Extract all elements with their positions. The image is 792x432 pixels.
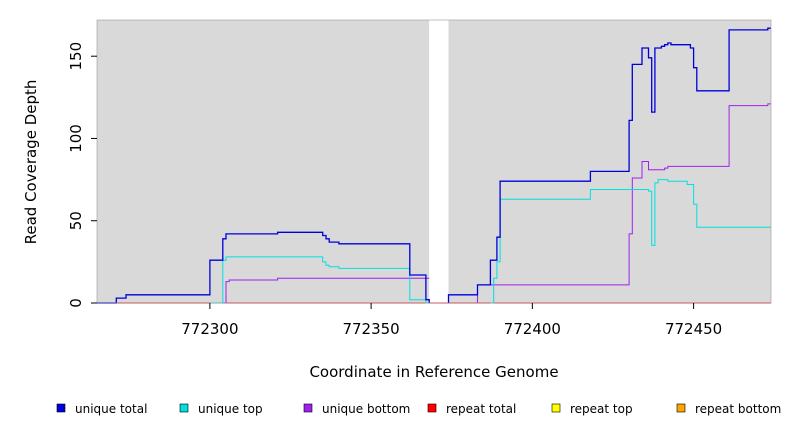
y-tick-label: 0 xyxy=(67,298,85,308)
x-tick-label: 772350 xyxy=(342,320,399,338)
legend-item-repeat-bottom: repeat bottom xyxy=(676,402,781,416)
x-axis-label: Coordinate in Reference Genome xyxy=(309,363,558,381)
legend-item-unique-top: unique top xyxy=(179,402,263,416)
y-tick-label: 100 xyxy=(67,124,85,153)
legend-label: repeat total xyxy=(446,402,516,416)
x-tick-label: 772300 xyxy=(181,320,238,338)
x-axis: 772300 772350 772400 772450 xyxy=(181,303,722,338)
y-tick-label: 150 xyxy=(67,42,85,71)
legend-swatch xyxy=(56,403,66,413)
legend-item-repeat-total: repeat total xyxy=(427,402,516,416)
plot-area xyxy=(96,19,772,304)
series-line-unique-total-right xyxy=(447,27,771,303)
legend-item-repeat-top: repeat top xyxy=(551,402,633,416)
plot-border xyxy=(96,19,772,304)
series-line-unique-top-left xyxy=(209,256,430,304)
legend-label: unique top xyxy=(198,402,263,416)
y-axis: 0 50 100 150 xyxy=(67,42,97,308)
gap-region xyxy=(429,20,449,303)
legend-label: unique total xyxy=(75,402,147,416)
legend-swatch xyxy=(676,403,686,413)
series-line-unique-total-left xyxy=(97,231,430,304)
series-line-unique-bottom-left xyxy=(222,277,430,304)
legend-swatch xyxy=(303,403,313,413)
legend-swatch xyxy=(179,403,189,413)
y-tick-label: 50 xyxy=(67,211,85,230)
x-tick-label: 772400 xyxy=(504,320,561,338)
legend-item-unique-bottom: unique bottom xyxy=(303,402,410,416)
series-line-unique-bottom-right xyxy=(477,103,771,303)
legend-swatch xyxy=(427,403,437,413)
x-tick-label: 772450 xyxy=(665,320,722,338)
legend: unique total unique top unique bottom repea… xyxy=(56,402,781,416)
legend-label: unique bottom xyxy=(322,402,410,416)
y-axis-label: Read Coverage Depth xyxy=(22,80,40,245)
legend-item-unique-total: unique total xyxy=(56,402,147,416)
legend-label: repeat top xyxy=(570,402,633,416)
legend-label: repeat bottom xyxy=(695,402,781,416)
series-line-unique-top-right xyxy=(490,179,771,304)
legend-swatch xyxy=(551,403,561,413)
